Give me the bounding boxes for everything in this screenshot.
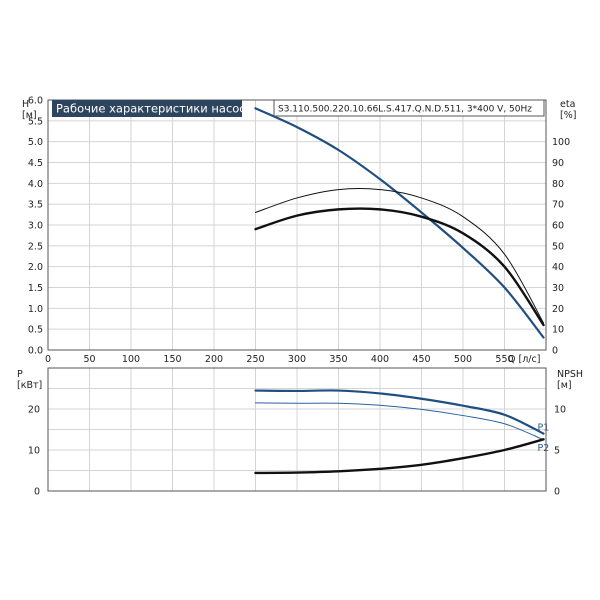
y-tick-label-right: 90: [552, 158, 564, 169]
y-tick-label-left: 5.5: [28, 116, 43, 127]
y-tick-label-left: 3.0: [28, 221, 43, 232]
y-tick-label-left: 6.0: [28, 96, 43, 107]
y-tick-label-left: 4.5: [28, 158, 43, 169]
lower-grid: 0 10 20 0 5 10: [28, 368, 566, 498]
y-tick-label-right: 100: [552, 137, 570, 148]
model-label-text: S3.110.500.220.10.66L.S.417.Q.N.D.511, 3…: [278, 105, 532, 115]
curve-eta-hydraulic: [255, 188, 545, 324]
curve-eta-total: [254, 207, 545, 327]
y-tick-label-right: 50: [552, 241, 564, 252]
y-tick-label-right: 10: [552, 325, 564, 336]
chart-title-text: Рабочие характеристики насоса: [56, 102, 253, 116]
p-tick-label: 10: [28, 446, 40, 457]
y-tick-label-right: 0: [552, 346, 558, 357]
y-tick-label-left: 0.5: [28, 325, 43, 336]
curve-p2: [255, 402, 545, 441]
y-tick-label-right: 60: [552, 221, 564, 232]
x-tick-label: 300: [288, 354, 306, 365]
x-tick-label: 450: [412, 354, 430, 365]
lower-plot-frame: [47, 367, 547, 492]
p-tick-label: 20: [28, 405, 40, 416]
y-tick-label-right: 40: [552, 262, 564, 273]
y-tick-label-right: 80: [552, 179, 564, 190]
x-tick-label: 200: [205, 354, 223, 365]
p-tick-label: 0: [34, 487, 40, 498]
y-tick-label-right: 20: [552, 304, 564, 315]
x-tick-label: 550: [495, 354, 513, 365]
x-tick-label: 400: [371, 354, 389, 365]
x-axis-label: Q [л/с]: [508, 354, 540, 365]
y-tick-label-left: 1.0: [28, 304, 43, 315]
y-axis-label-left: H: [22, 99, 29, 110]
x-tick-label: 100: [122, 354, 140, 365]
curve-label-p2: P2: [538, 443, 550, 454]
y-axis-label-left: [м]: [22, 110, 37, 121]
y-tick-label-left: 3.5: [28, 200, 43, 211]
y-tick-label-left: 0.0: [28, 346, 43, 357]
npsh-axis-label: NPSH: [557, 369, 583, 380]
y-tick-label-right: 70: [552, 200, 564, 211]
x-tick-label: 250: [246, 354, 264, 365]
y-tick-label-left: 1.5: [28, 283, 43, 294]
x-tick-label: 350: [329, 354, 347, 365]
curve-p1: [254, 389, 545, 435]
y-axis-label-right: [%]: [560, 110, 576, 121]
x-tick-label: 150: [163, 354, 181, 365]
y-tick-label-left: 4.0: [28, 179, 43, 190]
y-axis-label-right: eta: [560, 99, 575, 110]
y-tick-label-left: 2.0: [28, 262, 43, 273]
upper-curves: [254, 107, 545, 339]
lower-curves: P1 P2: [254, 389, 550, 475]
axis-labels: H[м]eta[%]Q [л/с]P[кВт]NPSH[м]: [17, 99, 583, 391]
chart-title: Рабочие характеристики насоса: [52, 100, 253, 117]
npsh-tick-label: 0: [554, 487, 560, 498]
npsh-axis-label: [м]: [557, 380, 572, 391]
upper-grid: 0 50 100 150 200 250 300 350 400 450 500 5500.00.51…: [28, 96, 570, 366]
x-tick-label: 500: [454, 354, 472, 365]
model-label: S3.110.500.220.10.66L.S.417.Q.N.D.511, 3…: [273, 99, 545, 117]
x-tick-label: 0: [45, 354, 51, 365]
x-tick-label: 50: [83, 354, 95, 365]
curve-head: [254, 107, 545, 339]
curve-npsh: [254, 438, 545, 475]
y-tick-label-right: 30: [552, 283, 564, 294]
y-tick-label-left: 5.0: [28, 137, 43, 148]
p-axis-label: [кВт]: [17, 380, 42, 391]
npsh-tick-label: 10: [554, 405, 566, 416]
npsh-tick-label: 5: [554, 446, 560, 457]
curve-label-p1: P1: [538, 423, 550, 434]
p-axis-label: P: [17, 369, 23, 380]
y-tick-label-left: 2.5: [28, 241, 43, 252]
